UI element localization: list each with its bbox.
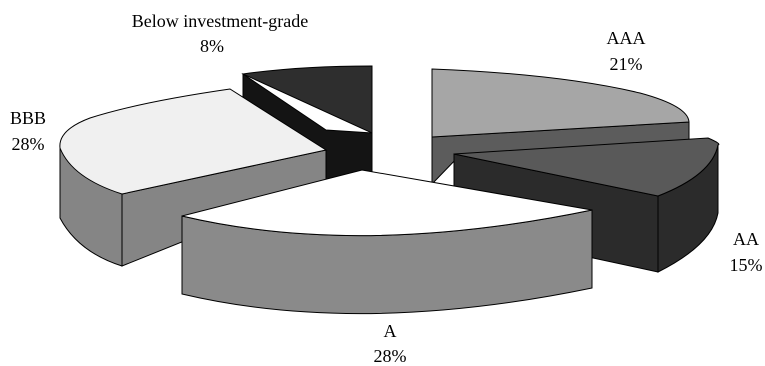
percent-below-investment-grade: 8% [200, 36, 224, 56]
percent-bbb: 28% [12, 134, 45, 154]
slice-a [181, 169, 593, 315]
label-bbb: BBB [10, 108, 46, 128]
slice-aaa-top [431, 68, 690, 138]
slice-below-investment-grade-top [241, 65, 373, 134]
label-aa: AA [733, 229, 759, 249]
percent-aa: 15% [730, 255, 763, 275]
slice-bbb-top [59, 88, 328, 195]
percent-aaa: 21% [610, 54, 643, 74]
slice-aa-top [453, 137, 720, 197]
slice-a-top [181, 169, 593, 237]
label-aaa: AAA [607, 28, 646, 48]
label-a: A [384, 321, 397, 341]
label-below-investment-grade: Below investment-grade [132, 11, 308, 31]
percent-a: 28% [374, 346, 407, 366]
